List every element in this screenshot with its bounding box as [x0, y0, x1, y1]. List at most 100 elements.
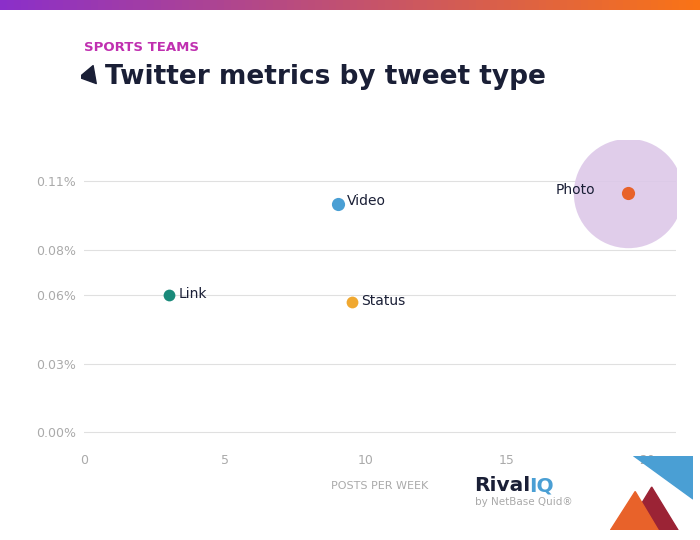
- Bar: [70, 0, 77, 10]
- Bar: [637, 0, 644, 10]
- Bar: [476, 0, 483, 10]
- Text: Twitter metrics by tweet type: Twitter metrics by tweet type: [105, 64, 546, 90]
- Bar: [14, 0, 21, 10]
- Point: [84, 71, 95, 79]
- Bar: [154, 0, 161, 10]
- Bar: [595, 0, 602, 10]
- Bar: [308, 0, 315, 10]
- Bar: [315, 0, 322, 10]
- Bar: [490, 0, 497, 10]
- Bar: [161, 0, 168, 10]
- Bar: [609, 0, 616, 10]
- Bar: [105, 0, 112, 10]
- Bar: [336, 0, 343, 10]
- Bar: [378, 0, 385, 10]
- Bar: [91, 0, 98, 10]
- Bar: [238, 0, 245, 10]
- Bar: [686, 0, 693, 10]
- Bar: [364, 0, 371, 10]
- Bar: [196, 0, 203, 10]
- Bar: [210, 0, 217, 10]
- Text: Status: Status: [361, 294, 406, 308]
- Text: Link: Link: [178, 287, 207, 301]
- Bar: [294, 0, 301, 10]
- Bar: [623, 0, 630, 10]
- Bar: [371, 0, 378, 10]
- Point: [163, 291, 174, 300]
- Bar: [133, 0, 140, 10]
- Bar: [546, 0, 553, 10]
- Polygon shape: [610, 491, 658, 530]
- Bar: [357, 0, 364, 10]
- Bar: [168, 0, 175, 10]
- Bar: [84, 0, 91, 10]
- Bar: [329, 0, 336, 10]
- Bar: [385, 0, 392, 10]
- Bar: [126, 0, 133, 10]
- Bar: [672, 0, 679, 10]
- Bar: [665, 0, 672, 10]
- Bar: [7, 0, 14, 10]
- Bar: [406, 0, 413, 10]
- Bar: [280, 0, 287, 10]
- Text: IQ: IQ: [529, 476, 554, 495]
- Bar: [574, 0, 581, 10]
- Bar: [273, 0, 280, 10]
- Bar: [392, 0, 399, 10]
- Text: by NetBase Quid®: by NetBase Quid®: [475, 497, 572, 507]
- Bar: [651, 0, 658, 10]
- Bar: [259, 0, 266, 10]
- Bar: [217, 0, 224, 10]
- Text: Video: Video: [347, 194, 386, 208]
- Bar: [462, 0, 469, 10]
- Bar: [616, 0, 623, 10]
- Bar: [175, 0, 182, 10]
- Bar: [28, 0, 35, 10]
- Bar: [567, 0, 574, 10]
- Bar: [245, 0, 252, 10]
- Bar: [448, 0, 455, 10]
- Bar: [147, 0, 154, 10]
- Bar: [560, 0, 567, 10]
- Bar: [231, 0, 238, 10]
- Bar: [203, 0, 210, 10]
- Bar: [0, 0, 7, 10]
- Bar: [679, 0, 686, 10]
- Bar: [399, 0, 406, 10]
- Bar: [413, 0, 420, 10]
- Bar: [56, 0, 63, 10]
- Point: [622, 188, 634, 197]
- Polygon shape: [625, 487, 678, 530]
- X-axis label: POSTS PER WEEK: POSTS PER WEEK: [331, 481, 428, 491]
- Bar: [287, 0, 294, 10]
- Bar: [532, 0, 539, 10]
- Bar: [469, 0, 476, 10]
- Bar: [581, 0, 588, 10]
- Bar: [553, 0, 560, 10]
- Bar: [252, 0, 259, 10]
- Bar: [658, 0, 665, 10]
- Text: SPORTS TEAMS: SPORTS TEAMS: [84, 41, 199, 55]
- Bar: [189, 0, 196, 10]
- Bar: [420, 0, 427, 10]
- Bar: [112, 0, 119, 10]
- Bar: [630, 0, 637, 10]
- Bar: [35, 0, 42, 10]
- Point: [622, 188, 634, 197]
- Bar: [63, 0, 70, 10]
- Bar: [511, 0, 518, 10]
- Bar: [441, 0, 448, 10]
- Bar: [182, 0, 189, 10]
- Bar: [497, 0, 504, 10]
- Polygon shape: [634, 456, 693, 499]
- Bar: [21, 0, 28, 10]
- Text: Rival: Rival: [475, 476, 531, 495]
- Bar: [588, 0, 595, 10]
- Bar: [42, 0, 49, 10]
- Point: [346, 298, 357, 306]
- Bar: [539, 0, 546, 10]
- Bar: [483, 0, 490, 10]
- Bar: [644, 0, 651, 10]
- Bar: [693, 0, 700, 10]
- Bar: [301, 0, 308, 10]
